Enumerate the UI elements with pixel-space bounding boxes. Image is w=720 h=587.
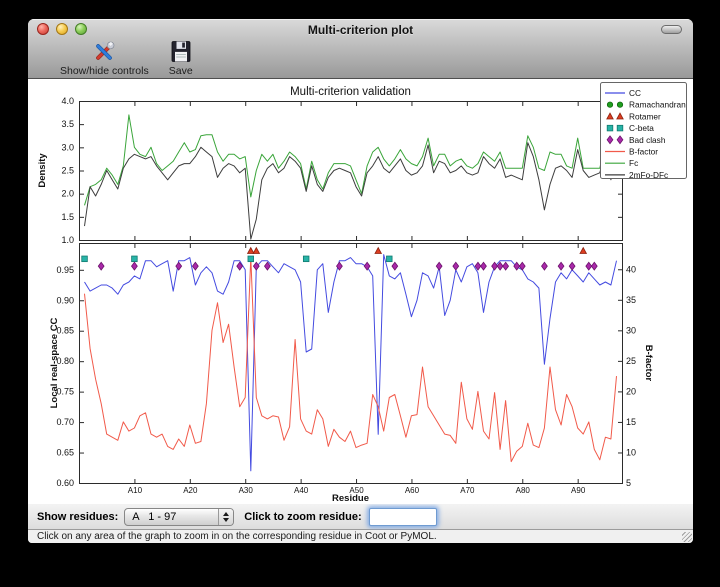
svg-text:Multi-criterion validation: Multi-criterion validation bbox=[290, 86, 411, 98]
window-titlebar[interactable]: Multi-criterion plot bbox=[28, 19, 693, 39]
residue-range-value: A 1 - 97 bbox=[132, 510, 177, 523]
svg-text:10: 10 bbox=[626, 447, 636, 457]
svg-text:A30: A30 bbox=[239, 486, 254, 495]
svg-text:A40: A40 bbox=[294, 486, 309, 495]
svg-text:Fc: Fc bbox=[629, 158, 638, 168]
show-residues-label: Show residues: bbox=[37, 510, 119, 523]
status-bar: Click on any area of the graph to zoom i… bbox=[28, 530, 693, 543]
traffic-lights bbox=[37, 23, 87, 35]
zoom-residue-label: Click to zoom residue: bbox=[244, 510, 362, 523]
svg-text:Density: Density bbox=[37, 153, 48, 188]
svg-text:A60: A60 bbox=[405, 486, 420, 495]
svg-text:15: 15 bbox=[626, 417, 636, 427]
svg-text:CC: CC bbox=[629, 88, 641, 98]
svg-text:Ramachandran: Ramachandran bbox=[629, 100, 686, 110]
svg-text:Bad clash: Bad clash bbox=[629, 135, 666, 145]
svg-text:2.5: 2.5 bbox=[61, 166, 74, 176]
svg-text:20: 20 bbox=[626, 386, 636, 396]
controls-bar: Show residues: A 1 - 97 Click to zoom re… bbox=[28, 504, 693, 530]
show-hide-controls-label: Show/hide controls bbox=[60, 65, 149, 77]
show-hide-controls-button[interactable]: Show/hide controls bbox=[60, 39, 149, 77]
svg-text:A50: A50 bbox=[349, 486, 364, 495]
window-title: Multi-criterion plot bbox=[307, 23, 414, 37]
arrow-up-icon bbox=[223, 511, 230, 516]
svg-text:1.0: 1.0 bbox=[61, 235, 74, 245]
svg-text:A70: A70 bbox=[460, 486, 475, 495]
plot-canvas[interactable]: A10 A20 A30 A40 A50 A60 A70 A80 A90 1.0 1.5 2.0 2.5 3… bbox=[28, 79, 693, 504]
svg-text:A20: A20 bbox=[183, 486, 198, 495]
svg-text:25: 25 bbox=[626, 356, 636, 366]
toolbar: Show/hide controls Save bbox=[28, 39, 693, 79]
residue-range-select[interactable]: A 1 - 97 bbox=[124, 507, 235, 526]
svg-text:A90: A90 bbox=[571, 486, 586, 495]
svg-text:B-factor: B-factor bbox=[629, 147, 658, 157]
svg-text:A80: A80 bbox=[516, 486, 531, 495]
svg-text:1.5: 1.5 bbox=[61, 212, 74, 222]
status-text: Click on any area of the graph to zoom i… bbox=[37, 531, 437, 542]
window-chrome: Multi-criterion plot Show/hide controls bbox=[28, 19, 693, 79]
svg-text:2mFo-DFc: 2mFo-DFc bbox=[629, 170, 668, 180]
svg-text:35: 35 bbox=[626, 295, 636, 305]
svg-text:3.0: 3.0 bbox=[61, 142, 74, 152]
save-icon bbox=[171, 41, 191, 62]
zoom-window-button[interactable] bbox=[75, 23, 87, 35]
svg-text:0.75: 0.75 bbox=[56, 387, 74, 397]
svg-text:2.0: 2.0 bbox=[61, 189, 74, 199]
svg-text:C-beta: C-beta bbox=[629, 123, 654, 133]
arrow-down-icon bbox=[223, 517, 230, 522]
svg-text:40: 40 bbox=[626, 264, 636, 274]
save-label: Save bbox=[168, 65, 193, 77]
save-button[interactable]: Save bbox=[169, 39, 193, 77]
svg-text:0.70: 0.70 bbox=[56, 417, 74, 427]
close-button[interactable] bbox=[37, 23, 49, 35]
svg-text:B-factor: B-factor bbox=[643, 345, 654, 382]
svg-text:Residue: Residue bbox=[332, 493, 369, 504]
svg-text:0.60: 0.60 bbox=[56, 478, 74, 488]
svg-text:30: 30 bbox=[626, 325, 636, 335]
toolbar-toggle-button[interactable] bbox=[661, 25, 682, 34]
svg-text:Rotamer: Rotamer bbox=[629, 111, 661, 121]
multi-criterion-chart[interactable]: A10 A20 A30 A40 A50 A60 A70 A80 A90 1.0 1.5 2.0 2.5 3… bbox=[28, 79, 693, 504]
svg-text:4.0: 4.0 bbox=[61, 96, 74, 106]
svg-text:0.90: 0.90 bbox=[56, 295, 74, 305]
svg-text:Local real-space CC: Local real-space CC bbox=[49, 317, 60, 408]
svg-text:A10: A10 bbox=[128, 486, 143, 495]
tools-icon bbox=[96, 41, 115, 60]
svg-text:0.95: 0.95 bbox=[56, 265, 74, 275]
svg-text:0.65: 0.65 bbox=[56, 448, 74, 458]
popup-stepper-icon bbox=[218, 508, 234, 525]
svg-text:0.80: 0.80 bbox=[56, 356, 74, 366]
resize-grip[interactable] bbox=[682, 532, 692, 542]
svg-text:0.85: 0.85 bbox=[56, 326, 74, 336]
minimize-button[interactable] bbox=[56, 23, 68, 35]
zoom-residue-input[interactable] bbox=[368, 507, 437, 526]
svg-text:5: 5 bbox=[626, 478, 631, 488]
multi-criterion-plot-window: Multi-criterion plot Show/hide controls bbox=[28, 19, 693, 543]
svg-text:3.5: 3.5 bbox=[61, 119, 74, 129]
